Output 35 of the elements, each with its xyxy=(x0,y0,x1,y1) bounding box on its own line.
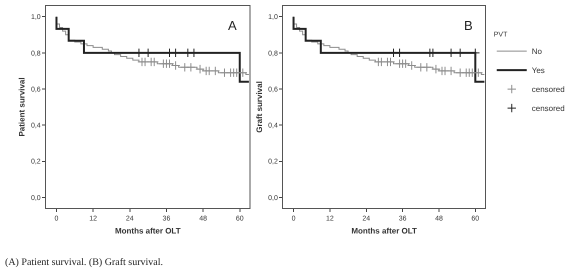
x-axis-title: Months after OLT xyxy=(351,226,418,236)
point xyxy=(416,62,426,72)
point xyxy=(150,57,159,67)
x-axis-title: Months after OLT xyxy=(114,226,181,236)
point xyxy=(238,68,248,78)
point xyxy=(468,68,477,78)
y-axis-title: Graft survival xyxy=(254,81,264,133)
point xyxy=(220,68,230,78)
point xyxy=(170,60,180,70)
text: A xyxy=(228,18,237,33)
point xyxy=(446,66,456,76)
point xyxy=(195,64,205,74)
text: (A) Patient survival. (B) Graft survival. xyxy=(5,257,164,268)
point xyxy=(431,64,441,74)
legend-label: Yes xyxy=(532,66,545,76)
point xyxy=(407,60,416,70)
point xyxy=(376,57,386,67)
point xyxy=(232,68,242,78)
point xyxy=(386,57,396,67)
point xyxy=(140,57,150,67)
text: B xyxy=(464,18,473,33)
legend-label: censored xyxy=(532,104,565,114)
point xyxy=(210,66,220,76)
point xyxy=(474,68,484,78)
point xyxy=(455,68,465,78)
point xyxy=(422,62,432,72)
point xyxy=(186,62,196,72)
point xyxy=(180,62,190,72)
legend-label: censored xyxy=(532,85,565,94)
point xyxy=(400,59,410,68)
y-axis-title: Patient survival xyxy=(18,77,27,137)
point xyxy=(440,66,450,76)
point xyxy=(204,66,214,76)
point xyxy=(164,59,174,68)
legend-label: No xyxy=(532,47,543,56)
